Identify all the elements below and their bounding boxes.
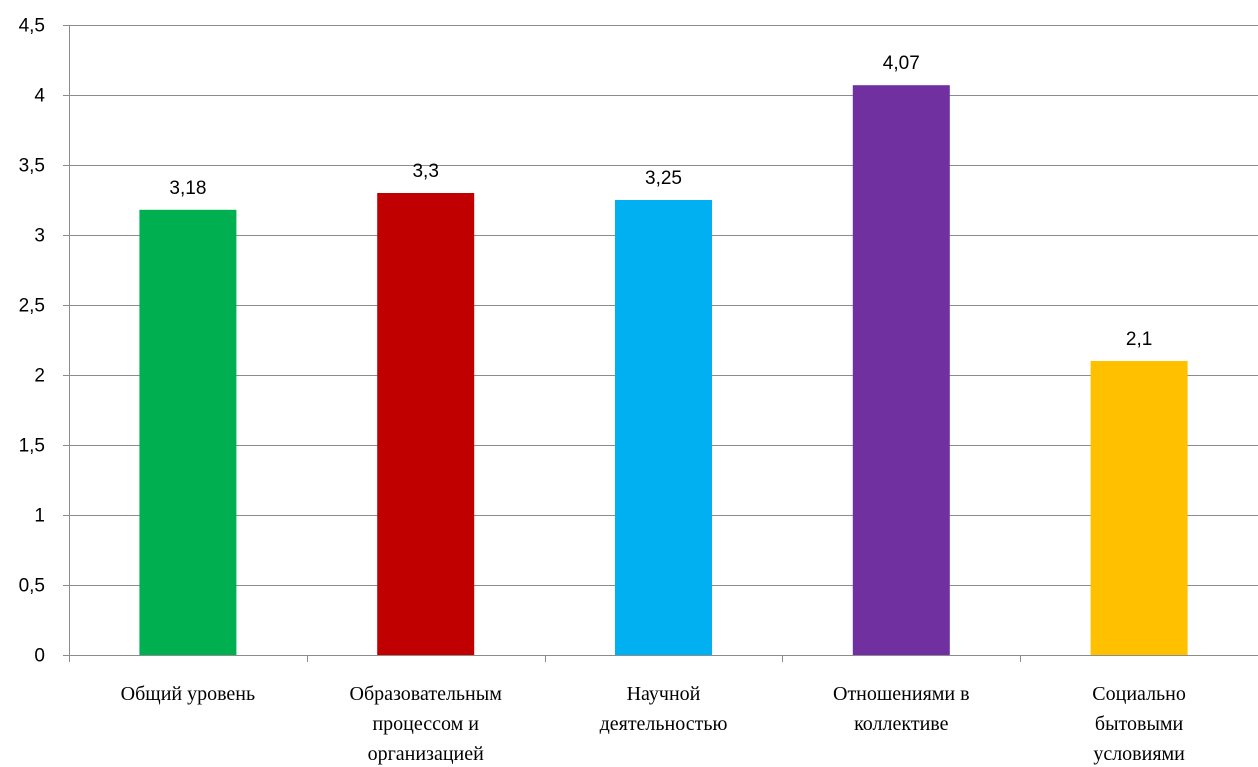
y-tick-label: 1,5: [19, 436, 45, 457]
y-tick-label: 4: [34, 86, 45, 107]
data-label: 3,18: [169, 178, 206, 199]
labels: 0 0,5 1 1,5 2 2,5 3 3,5 4 4,5 3,18 Общий уровень 3,3…: [19, 16, 1186, 766]
y-tick-label: 0: [34, 646, 45, 667]
x-tick-label: Отношениями в коллективе: [833, 683, 970, 735]
x-tick-label: Социально бытовыми условиями: [1092, 683, 1186, 765]
bar: [852, 85, 950, 655]
data-label: 3,3: [412, 161, 438, 182]
x-tick-label: Общий уровень: [121, 683, 255, 705]
axes: [63, 25, 1258, 662]
y-tick-label: 4,5: [19, 16, 45, 37]
y-tick-label: 0,5: [19, 576, 45, 597]
y-tick-label: 2: [34, 366, 45, 387]
x-tick-label: Научной деятельностью: [600, 683, 728, 735]
data-label: 2,1: [1126, 329, 1152, 350]
data-label: 4,07: [883, 53, 920, 74]
bar: [615, 200, 712, 655]
y-tick-label: 2,5: [19, 296, 45, 317]
data-label: 3,25: [645, 168, 682, 189]
bars: [139, 85, 1188, 656]
bar: [139, 209, 237, 656]
y-tick-label: 3,5: [19, 156, 45, 177]
y-tick-label: 1: [34, 506, 45, 527]
y-tick-label: 3: [34, 226, 45, 247]
bar: [377, 193, 475, 655]
x-tick-label: Образовательным процессом и организацией: [350, 683, 503, 765]
bar: [1090, 361, 1188, 655]
